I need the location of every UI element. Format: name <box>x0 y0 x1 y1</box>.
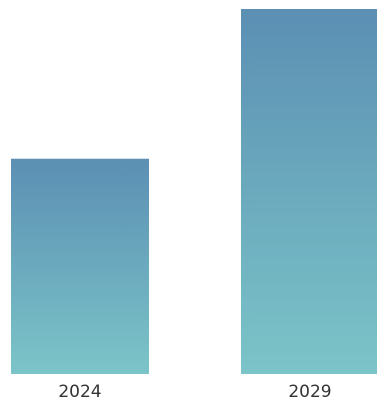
bar-2029 <box>241 9 377 374</box>
bars-layer <box>11 9 377 374</box>
x-tick-label-2024: 2024 <box>58 382 101 402</box>
bar-2024 <box>11 158 149 374</box>
x-tick-label-2029: 2029 <box>288 382 331 402</box>
x-tick-labels: 2024 2029 <box>58 382 331 402</box>
